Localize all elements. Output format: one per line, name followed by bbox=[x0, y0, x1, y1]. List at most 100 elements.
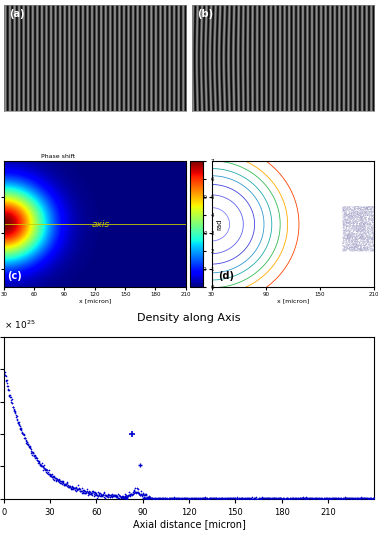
Point bbox=[70, 483, 76, 492]
Point bbox=[81, 488, 87, 497]
Point bbox=[79, 489, 85, 498]
Point bbox=[76, 485, 82, 493]
Point bbox=[268, 494, 274, 503]
Point bbox=[273, 494, 279, 503]
Text: Phase shift: Phase shift bbox=[41, 154, 76, 159]
Point bbox=[26, 441, 33, 450]
Point bbox=[138, 489, 144, 498]
Point bbox=[3, 377, 9, 385]
Point bbox=[187, 494, 193, 503]
Point bbox=[330, 494, 336, 502]
Point bbox=[202, 493, 208, 502]
Point bbox=[367, 494, 373, 503]
Point bbox=[166, 494, 172, 502]
Point bbox=[38, 461, 44, 469]
Point bbox=[165, 494, 171, 503]
Point bbox=[259, 494, 265, 502]
Point bbox=[64, 479, 70, 488]
Point bbox=[35, 459, 41, 467]
Point bbox=[4, 376, 10, 384]
Text: (d): (d) bbox=[218, 271, 234, 281]
Point bbox=[34, 456, 40, 465]
Point bbox=[204, 494, 210, 503]
Point bbox=[171, 494, 177, 503]
Point bbox=[76, 485, 82, 494]
Point bbox=[222, 494, 228, 502]
Point bbox=[30, 448, 36, 456]
Point bbox=[34, 453, 40, 462]
Point bbox=[330, 494, 336, 503]
Point bbox=[149, 494, 155, 502]
Point bbox=[270, 494, 276, 502]
Point bbox=[237, 494, 243, 503]
Y-axis label: rad: rad bbox=[217, 218, 223, 230]
Point bbox=[252, 494, 258, 503]
Point bbox=[81, 487, 87, 496]
Point bbox=[48, 472, 54, 481]
Point bbox=[218, 494, 224, 502]
Point bbox=[353, 494, 359, 503]
Point bbox=[198, 494, 204, 502]
Point bbox=[114, 492, 120, 501]
Point bbox=[47, 470, 53, 479]
Point bbox=[36, 458, 42, 467]
Point bbox=[95, 488, 101, 496]
Point bbox=[296, 494, 302, 503]
Point bbox=[118, 492, 124, 501]
Point bbox=[39, 462, 45, 470]
Point bbox=[369, 494, 375, 503]
Point bbox=[190, 494, 196, 502]
Point bbox=[57, 476, 64, 485]
Point bbox=[10, 402, 16, 411]
Point bbox=[285, 494, 291, 502]
Point bbox=[253, 493, 259, 502]
Point bbox=[27, 444, 33, 453]
Point bbox=[118, 494, 124, 502]
Point bbox=[239, 494, 245, 502]
Point bbox=[60, 480, 67, 488]
Point bbox=[251, 494, 257, 502]
Point bbox=[19, 429, 25, 437]
Point bbox=[185, 494, 191, 503]
Point bbox=[353, 494, 359, 502]
Point bbox=[328, 494, 334, 502]
Point bbox=[282, 494, 288, 503]
Point bbox=[355, 494, 361, 502]
Point bbox=[11, 405, 17, 414]
Point bbox=[87, 490, 93, 499]
Point bbox=[39, 462, 45, 470]
Point bbox=[182, 494, 188, 502]
Point bbox=[321, 494, 327, 503]
Point bbox=[28, 446, 34, 455]
Point bbox=[313, 494, 319, 502]
Point bbox=[12, 408, 18, 416]
Point bbox=[38, 461, 44, 470]
Point bbox=[248, 494, 254, 502]
Point bbox=[50, 472, 56, 480]
Point bbox=[121, 492, 127, 501]
Point bbox=[141, 494, 147, 502]
Point bbox=[121, 494, 127, 502]
Point bbox=[240, 494, 246, 502]
Point bbox=[133, 487, 139, 496]
Point bbox=[95, 492, 101, 500]
Point bbox=[73, 483, 79, 492]
Point bbox=[180, 494, 186, 503]
Point bbox=[137, 491, 143, 500]
Point bbox=[51, 475, 57, 484]
Point bbox=[25, 440, 31, 449]
Point bbox=[335, 494, 341, 502]
Point bbox=[99, 491, 105, 500]
Point bbox=[19, 429, 25, 438]
Point bbox=[322, 494, 328, 503]
Point bbox=[22, 434, 28, 442]
Point bbox=[93, 490, 99, 499]
Point bbox=[143, 494, 149, 502]
Point bbox=[177, 494, 183, 502]
Point bbox=[226, 494, 232, 502]
Point bbox=[328, 494, 335, 502]
Point bbox=[164, 494, 170, 503]
Text: (c): (c) bbox=[8, 271, 22, 281]
Point bbox=[144, 493, 150, 501]
Point bbox=[219, 494, 225, 503]
